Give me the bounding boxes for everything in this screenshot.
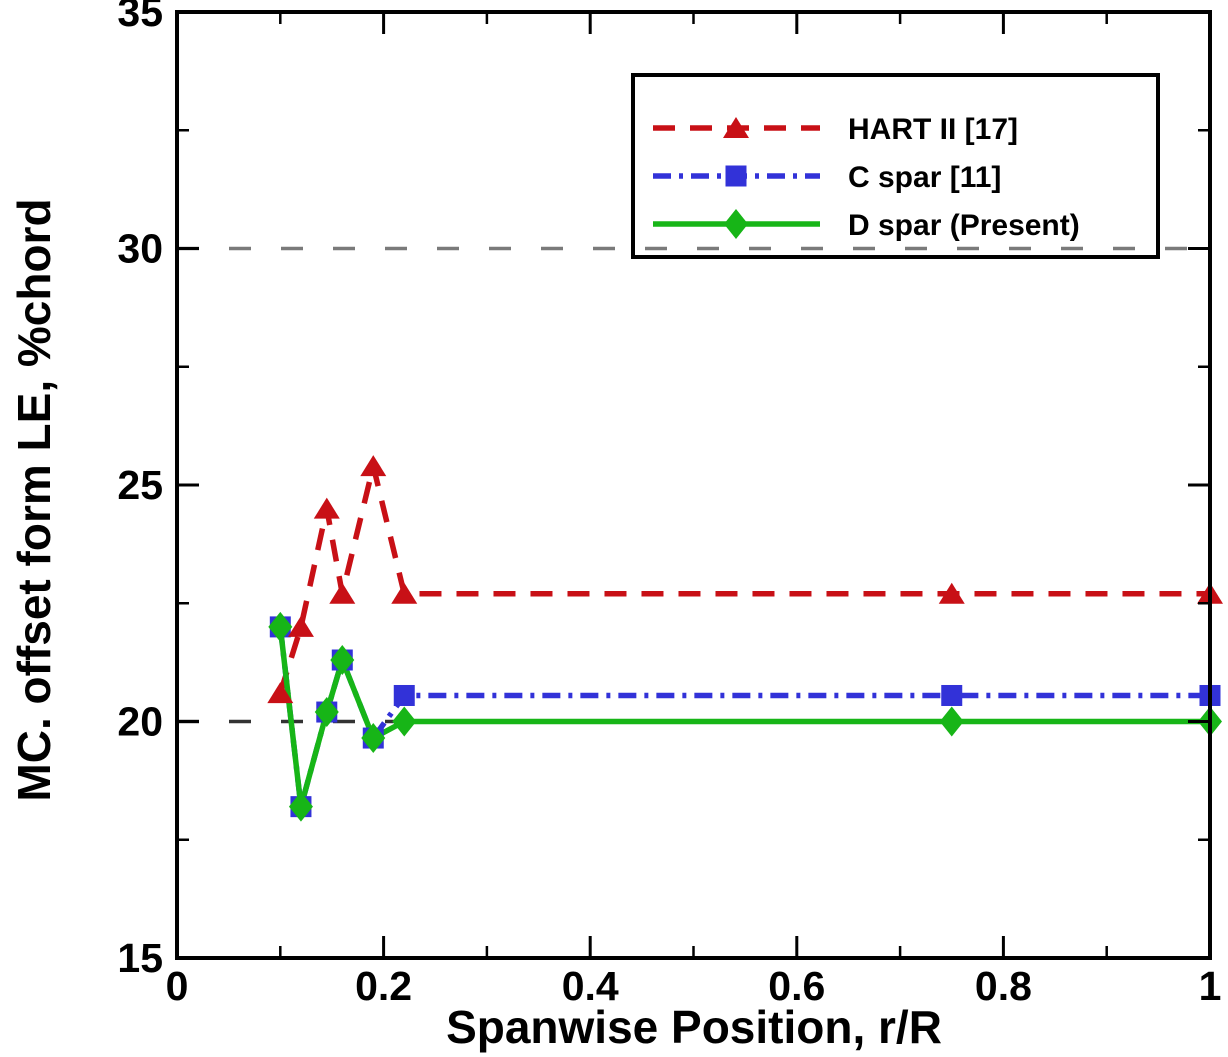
legend-box-border [631,73,1160,259]
axis-tick-labels: 0 0.2 0.4 0.6 0.8 1 15 20 25 30 35 [117,0,1221,1009]
marker-diamond [288,791,313,822]
legend-marker-triangle [723,117,749,138]
marker-triangle [360,455,387,477]
marker-diamond [361,723,386,754]
x-tick-label: 0.2 [355,963,412,1009]
y-tick-label: 25 [117,462,163,508]
x-tick-label: 0.8 [975,963,1032,1009]
legend-label: C spar [11] [848,161,1001,194]
marker-square [393,684,415,706]
marker-triangle [938,582,965,604]
x-axis-title: Spanwise Position, r/R [446,1001,942,1053]
marker-triangle [313,497,340,519]
y-tick-label: 15 [117,935,163,981]
marker-diamond [330,645,355,676]
legend: HART II [17] C spar [11] D spar (Present) [631,73,1160,259]
marker-diamond [939,706,964,737]
x-tick-label: 0.4 [562,963,619,1009]
x-tick-label: 1 [1199,963,1222,1009]
series-lines [277,463,1210,810]
series-line-0 [277,463,1210,694]
marker-square [941,684,963,706]
marker-diamond [268,611,293,642]
marker-triangle [391,582,418,604]
legend-item: D spar (Present) [653,209,1080,242]
marker-triangle [267,682,294,704]
x-tick-label: 0.6 [768,963,825,1009]
series-line-1 [277,626,1210,810]
legend-item: HART II [17] [653,113,1018,146]
series-markers [267,455,1223,822]
legend-marker-square [725,165,747,187]
axis-ticks [177,12,1210,958]
y-tick-label: 20 [117,699,163,745]
legend-label: HART II [17] [848,113,1018,146]
gridlines [177,246,1210,724]
legend-marker-diamond [724,209,748,239]
series-line-2 [277,626,1210,810]
y-axis-title: MC. offset form LE, %chord [8,198,60,801]
marker-triangle [287,615,314,637]
marker-diamond [314,697,339,728]
legend-item: C spar [11] [653,161,1001,194]
x-tick-label: 0 [166,963,189,1009]
y-tick-label: 35 [117,0,163,35]
marker-triangle [329,582,356,604]
y-tick-label: 30 [117,226,163,272]
legend-label: D spar (Present) [848,209,1080,242]
marker-diamond [392,706,417,737]
